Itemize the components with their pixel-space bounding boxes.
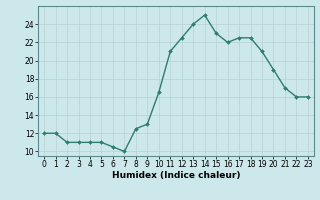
X-axis label: Humidex (Indice chaleur): Humidex (Indice chaleur) [112, 171, 240, 180]
